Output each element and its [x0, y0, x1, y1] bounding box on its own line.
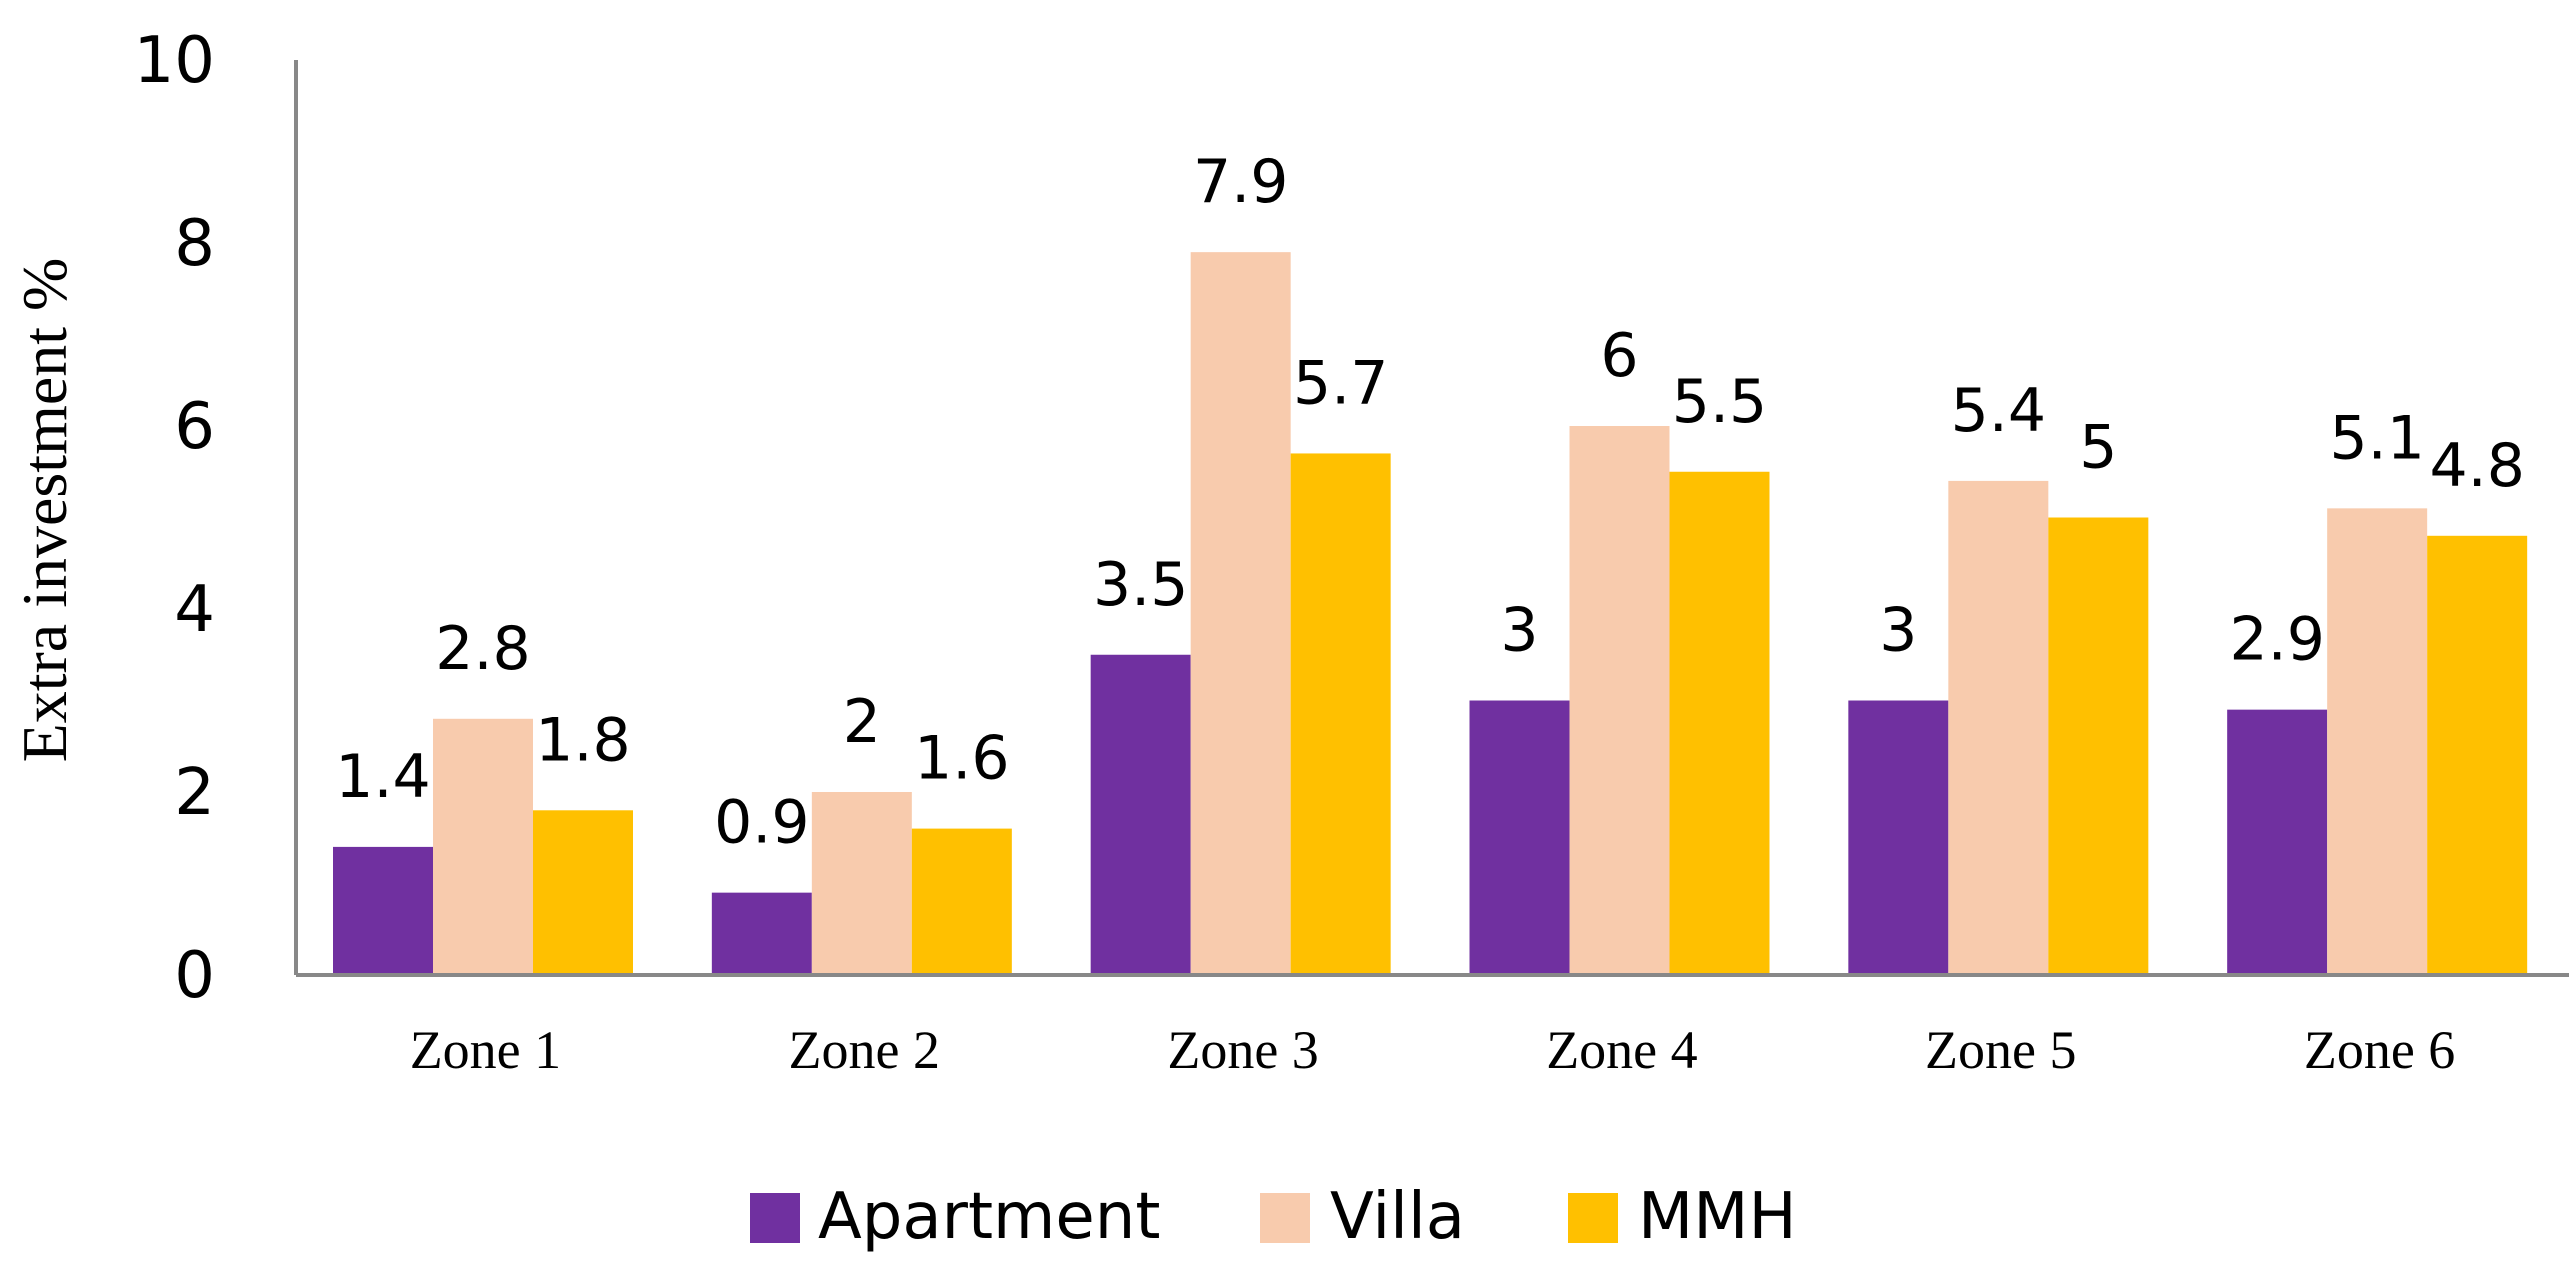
value-labels-layer: 1.42.81.8 0.9 2 1.6 3.5 7.9 5.7 3 6 5.5 3 5.4 5 2.9 5.… — [335, 147, 2525, 858]
data-label-mmh-4: 5.5 — [1672, 367, 1767, 437]
y-tick-label: 4 — [174, 573, 215, 647]
x-ticks-layer: Zone 1 Zone 2 Zone 3 Zone 4 Zone 5 Zone 6 — [410, 1020, 2456, 1080]
legend-swatch-apartment — [750, 1193, 800, 1243]
legend-swatch-villa — [1260, 1193, 1310, 1243]
bar-mmh-3 — [1290, 453, 1391, 975]
data-label-mmh-6: 4.8 — [2429, 431, 2524, 501]
x-tick-label: Zone 1 — [410, 1020, 561, 1080]
x-tick-label: Zone 3 — [1167, 1020, 1318, 1080]
data-label-mmh-3: 5.7 — [1293, 348, 1388, 418]
bar-apartment-1 — [333, 846, 433, 975]
data-label-villa-1: 2.8 — [435, 614, 530, 684]
bar-mmh-5 — [2048, 517, 2149, 975]
y-tick-label: 6 — [174, 390, 215, 464]
bar-villa-6 — [2327, 508, 2428, 975]
bar-apartment-5 — [1848, 700, 1949, 975]
data-label-villa-6: 5.1 — [2329, 403, 2424, 473]
x-tick-label: Zone 2 — [789, 1020, 940, 1080]
data-label-villa-4: 6 — [1600, 321, 1638, 391]
bar-villa-4 — [1569, 426, 1670, 975]
x-tick-label: Zone 5 — [1925, 1020, 2076, 1080]
bar-mmh-2 — [911, 828, 1012, 975]
x-tick-label: Zone 4 — [1546, 1020, 1697, 1080]
y-tick-label: 2 — [174, 756, 215, 830]
bar-apartment-3 — [1090, 654, 1191, 975]
bars-layer — [333, 252, 2528, 975]
bar-apartment-6 — [2227, 709, 2328, 975]
bar-villa-5 — [1948, 480, 2049, 975]
y-axis-title: Extra investment % — [9, 258, 80, 763]
bar-apartment-4 — [1469, 700, 1570, 975]
data-label-apartment-1: 1.4 — [335, 742, 430, 812]
data-label-villa-3: 7.9 — [1193, 147, 1288, 217]
bar-villa-3 — [1190, 252, 1291, 975]
y-tick-label: 10 — [134, 24, 215, 98]
legend: Apartment Villa MMH — [750, 1180, 1797, 1254]
data-label-apartment-2: 0.9 — [714, 788, 809, 858]
bar-apartment-2 — [711, 892, 812, 975]
bar-villa-2 — [811, 792, 912, 975]
bar-mmh-4 — [1669, 471, 1770, 975]
legend-swatch-mmh — [1568, 1193, 1618, 1243]
data-label-villa-2: 2 — [843, 687, 881, 757]
data-label-apartment-5: 3 — [1879, 596, 1917, 666]
bar-mmh-6 — [2427, 535, 2528, 975]
data-label-apartment-3: 3.5 — [1093, 550, 1188, 620]
data-label-villa-5: 5.4 — [1951, 376, 2046, 446]
y-tick-label: 8 — [174, 207, 215, 281]
x-tick-label: Zone 6 — [2304, 1020, 2455, 1080]
data-label-mmh-5: 5 — [2079, 413, 2117, 483]
y-tick-label: 0 — [174, 939, 215, 1013]
data-label-mmh-1: 1.8 — [535, 705, 630, 775]
legend-label-apartment: Apartment — [818, 1180, 1160, 1254]
legend-label-villa: Villa — [1330, 1180, 1465, 1254]
data-label-mmh-2: 1.6 — [914, 724, 1009, 794]
bar-villa-1 — [433, 718, 533, 975]
data-label-apartment-4: 3 — [1500, 596, 1538, 666]
data-label-apartment-6: 2.9 — [2229, 605, 2324, 675]
bar-mmh-1 — [533, 810, 633, 975]
legend-label-mmh: MMH — [1638, 1180, 1797, 1254]
y-ticks-layer: 0 2 4 6 8 10 — [134, 24, 215, 1013]
